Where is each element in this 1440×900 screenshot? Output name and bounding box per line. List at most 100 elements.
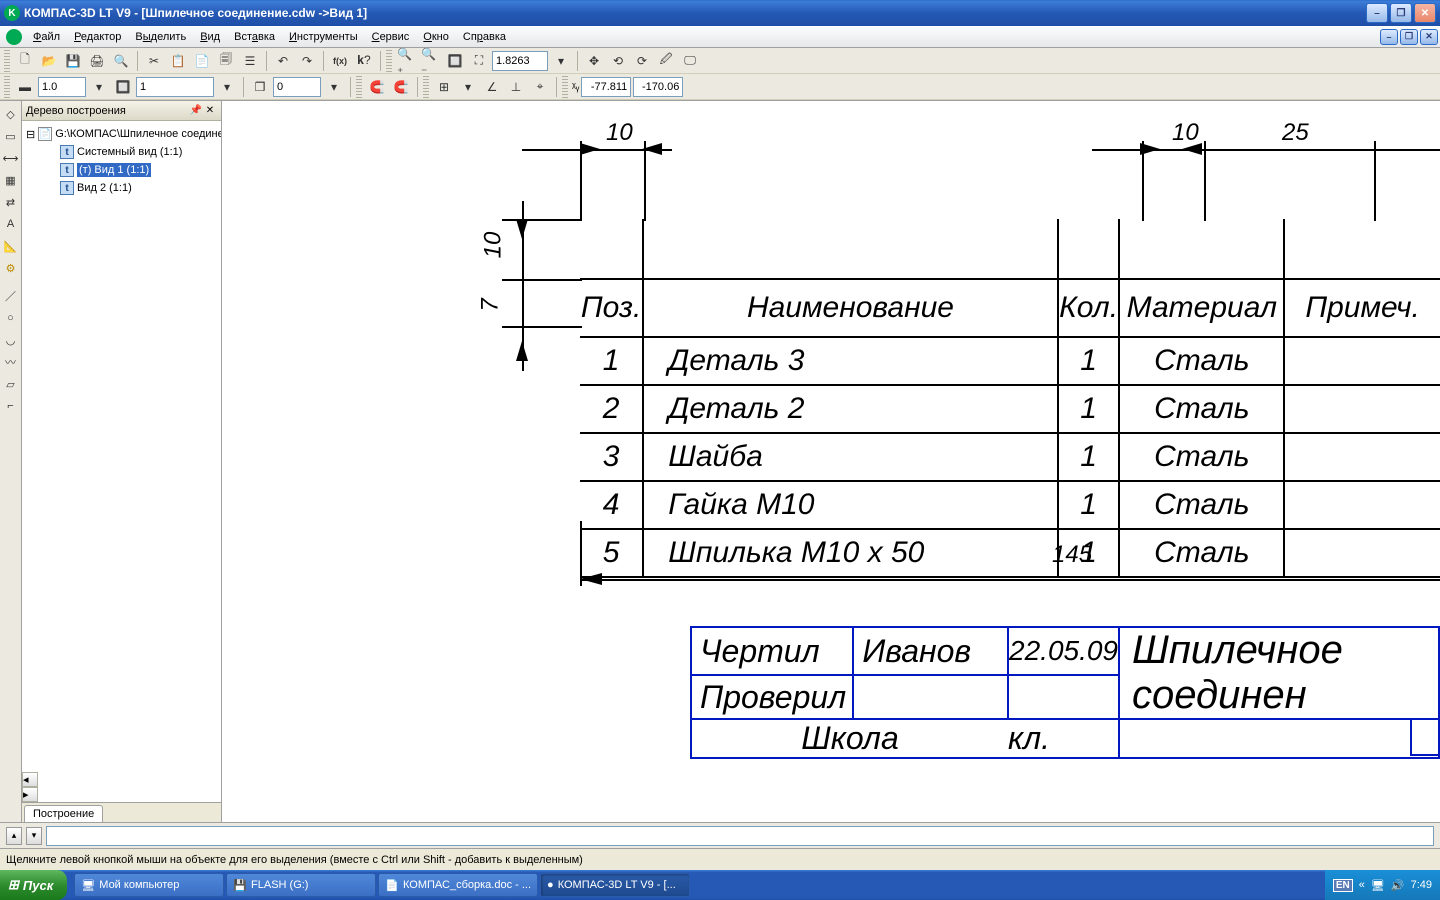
hatch-icon[interactable]: ▦ [1,170,21,190]
minimize-button[interactable]: – [1366,3,1388,23]
taskbar-task[interactable]: 💾FLASH (G:) [226,873,376,897]
style-icon[interactable]: ▬ [14,76,36,98]
tray-expand-icon[interactable]: « [1359,879,1365,891]
view-icon[interactable]: 🔲 [112,76,134,98]
chevron-down-icon[interactable]: ▾ [457,76,479,98]
magnet-on-icon[interactable]: 🧲 [366,76,388,98]
grip[interactable] [4,50,10,72]
tree-item[interactable]: tСистемный вид (1:1) [24,143,219,161]
menu-tools[interactable]: Инструменты [282,28,365,46]
menu-insert[interactable]: Вставка [227,28,282,46]
menu-window[interactable]: Окно [416,28,456,46]
fillet-icon[interactable]: ⌐ [1,396,21,416]
rect-icon[interactable]: ▱ [1,374,21,394]
drawing-canvas[interactable]: 10 10 25 25 10 7 [222,101,1440,822]
measure-icon[interactable]: 📐 [1,236,21,256]
grip[interactable] [4,76,10,98]
tree-tab[interactable]: Построение [24,805,103,822]
zoom-fit-icon[interactable]: ⛶ [468,50,490,72]
mdi-close[interactable]: ✕ [1420,29,1438,45]
layer-icon[interactable]: ❒ [249,76,271,98]
grip[interactable] [356,76,362,98]
screen-icon[interactable]: 🖵 [679,50,701,72]
refresh-icon[interactable]: ⟳ [631,50,653,72]
tree-item[interactable]: t(т) Вид 1 (1:1) [24,161,219,179]
undo-icon[interactable]: ↶ [272,50,294,72]
grip[interactable] [386,50,392,72]
system-tray[interactable]: EN « 🖥 🔊 7:49 [1325,870,1440,900]
redo-icon[interactable]: ↷ [296,50,318,72]
menu-file[interactable]: Файл [26,28,67,46]
spline-icon[interactable]: 〰 [1,352,21,372]
start-button[interactable]: ⊞ Пуск [0,870,67,900]
menu-service[interactable]: Сервис [365,28,417,46]
appmenu-icon[interactable] [6,29,22,45]
rotate-icon[interactable]: ⟲ [607,50,629,72]
tray-icon[interactable]: 🔊 [1391,879,1405,892]
chevron-down-icon[interactable]: ▾ [88,76,110,98]
taskbar-task[interactable]: ●КОМПАС-3D LT V9 - [... [540,873,690,897]
arc-icon[interactable]: ◡ [1,330,21,350]
param-icon[interactable]: ⚙ [1,258,21,278]
new-icon[interactable]: 🗋 [14,50,36,72]
fx-icon[interactable]: f(x) [329,50,351,72]
tray-icon[interactable]: 🖥 [1371,879,1385,892]
copy2-icon[interactable]: 🗐 [215,50,237,72]
zoom-in-icon[interactable]: 🔍₊ [396,50,418,72]
lang-indicator[interactable]: EN [1333,879,1353,892]
paste-icon[interactable]: 📄 [191,50,213,72]
open-icon[interactable]: 📂 [38,50,60,72]
snap-icon[interactable]: ⌖ [529,76,551,98]
geom-icon[interactable]: ◇ [1,104,21,124]
close-button[interactable]: ✕ [1414,3,1436,23]
chevron-down-icon[interactable]: ▾ [323,76,345,98]
preview-icon[interactable]: 🔍 [110,50,132,72]
chevron-down-icon[interactable]: ▾ [216,76,238,98]
restore-button[interactable]: ❐ [1390,3,1412,23]
coord-x[interactable] [581,77,631,97]
zoom-out-icon[interactable]: 🔍₋ [420,50,442,72]
grip[interactable] [423,76,429,98]
menu-select[interactable]: Выделить [128,28,193,46]
pan-icon[interactable]: ✥ [583,50,605,72]
grip[interactable] [562,76,568,98]
edit-icon[interactable]: ⇄ [1,192,21,212]
menu-view[interactable]: Вид [193,28,227,46]
circle-icon[interactable]: ○ [1,308,21,328]
val2-input[interactable] [136,77,214,97]
tree-body[interactable]: ⊟ 📄 G:\КОМПАС\Шпилечное соединен tСистем… [22,121,221,772]
save-icon[interactable]: 💾 [62,50,84,72]
line-icon[interactable]: ／ [1,286,21,306]
taskbar-task[interactable]: 🖥Мой компьютер [74,873,224,897]
menu-editor[interactable]: Редактор [67,28,128,46]
mdi-minimize[interactable]: – [1380,29,1398,45]
dim-icon[interactable]: ⟷ [1,148,21,168]
chevron-down-icon[interactable]: ▾ [550,50,572,72]
grid-icon[interactable]: ⊞ [433,76,455,98]
scroll-right-icon[interactable]: ▸ [22,787,38,802]
props-icon[interactable]: ☰ [239,50,261,72]
ortho-icon[interactable]: ⊥ [505,76,527,98]
tree-hscroll[interactable]: ◂ ▸ [22,772,221,802]
val1-input[interactable] [38,77,86,97]
print-icon[interactable]: 🖨 [86,50,108,72]
taskbar-task[interactable]: 📄КОМПАС_сборка.doc - ... [378,873,538,897]
pin-icon[interactable]: 📌 [189,104,203,118]
zoom-window-icon[interactable]: 🔲 [444,50,466,72]
tree-root[interactable]: ⊟ 📄 G:\КОМПАС\Шпилечное соединен [24,125,219,143]
angle-icon[interactable]: ∠ [481,76,503,98]
close-icon[interactable]: ✕ [203,104,217,118]
tree-item[interactable]: tВид 2 (1:1) [24,179,219,197]
mdi-restore[interactable]: ❐ [1400,29,1418,45]
command-input[interactable] [46,826,1434,846]
help-icon[interactable]: 𝐤? [353,50,375,72]
cmd-up-icon[interactable]: ▴ [6,827,22,845]
cut-icon[interactable]: ✂ [143,50,165,72]
val3-input[interactable] [273,77,321,97]
zoom-input[interactable] [492,51,548,71]
copy-icon[interactable]: 📋 [167,50,189,72]
menu-help[interactable]: Справка [456,28,513,46]
redraw-icon[interactable]: 🖉 [655,50,677,72]
cmd-down-icon[interactable]: ▾ [26,827,42,845]
coord-y[interactable] [633,77,683,97]
